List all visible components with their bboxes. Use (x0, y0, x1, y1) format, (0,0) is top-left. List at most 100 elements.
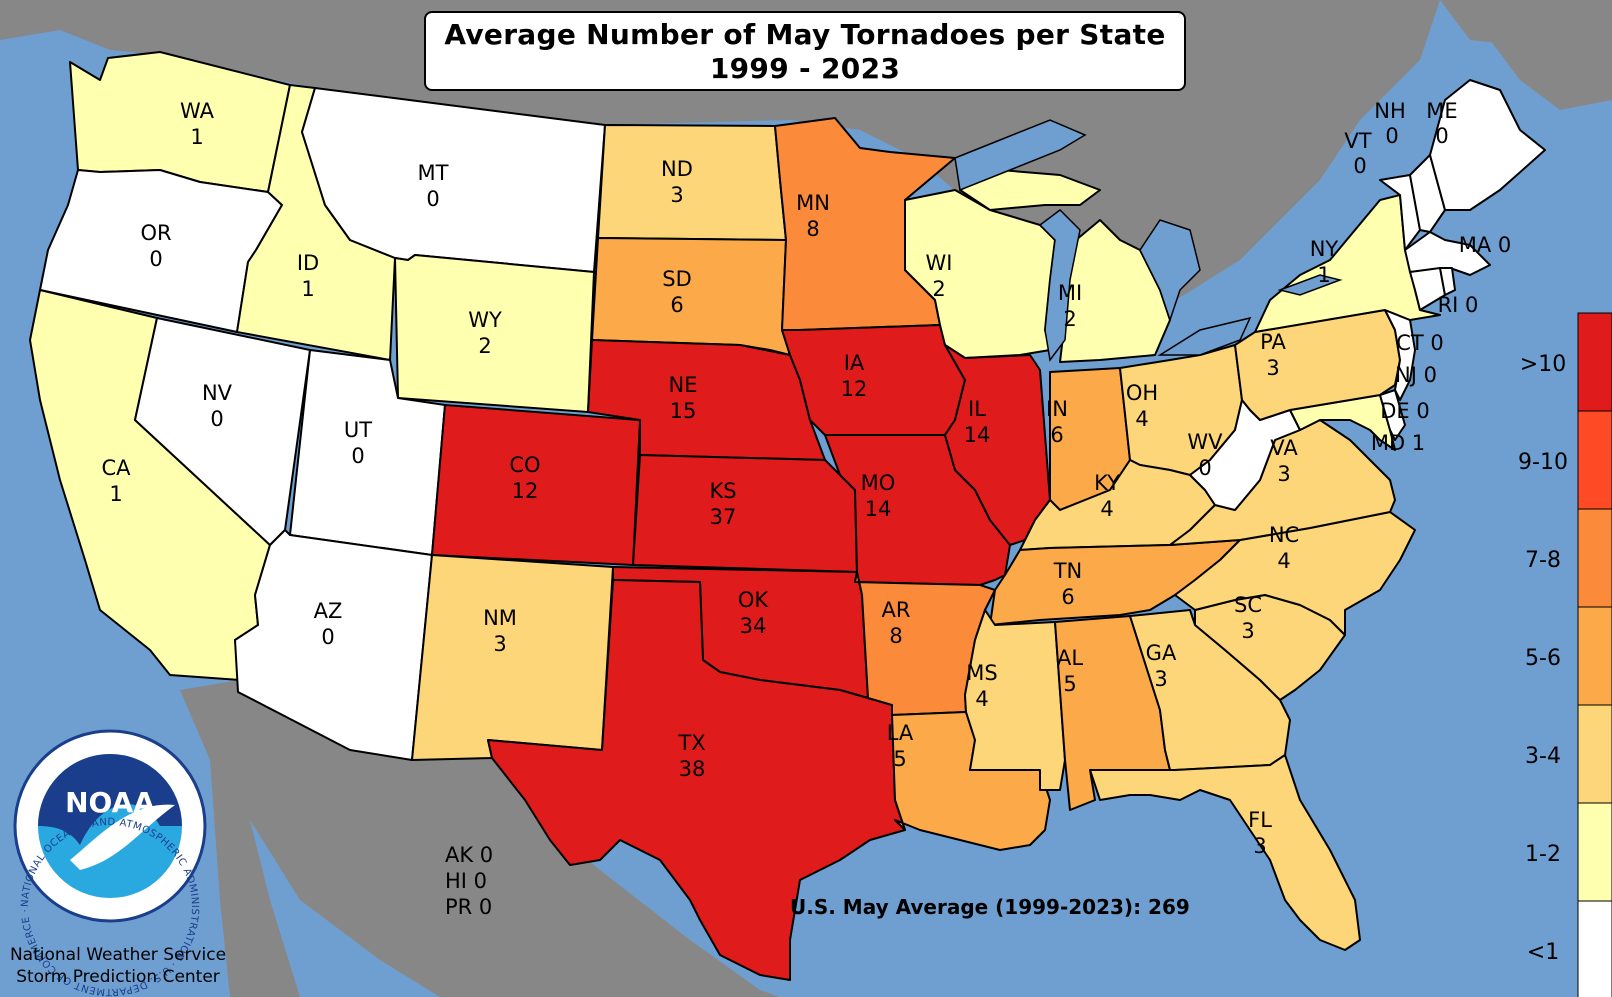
label-sd: SD (662, 267, 692, 291)
label-ma: MA 0 (1459, 233, 1512, 257)
value-mt: 0 (426, 187, 439, 211)
value-ks: 37 (710, 505, 737, 529)
state-il (944, 344, 1051, 546)
label-ak: AK 0 (445, 843, 493, 867)
state-me (1429, 79, 1546, 211)
state-sd (591, 237, 791, 356)
legend-label: >10 (1520, 352, 1566, 377)
value-wi: 2 (932, 277, 945, 301)
legend-label: 7-8 (1525, 548, 1561, 573)
label-oh: OH (1126, 381, 1158, 405)
value-mi: 2 (1063, 307, 1076, 331)
legend-swatch (1577, 704, 1612, 804)
value-nd: 3 (670, 183, 683, 207)
label-mt: MT (418, 161, 449, 185)
label-il: IL (968, 397, 986, 421)
label-in: IN (1046, 397, 1068, 421)
label-mo: MO (861, 471, 896, 495)
state-de (1379, 389, 1406, 441)
noaa-logo-text: NOAA (65, 786, 155, 819)
state-vt (1379, 174, 1421, 251)
state-ks (632, 454, 858, 573)
label-mn: MN (796, 191, 830, 215)
label-wy: WY (468, 308, 502, 332)
label-ct: CT 0 (1396, 331, 1444, 355)
value-wv: 0 (1198, 456, 1211, 480)
value-co: 12 (512, 479, 539, 503)
label-pa: PA (1260, 330, 1286, 354)
label-al: AL (1057, 646, 1083, 670)
label-mi: MI (1058, 281, 1082, 305)
value-la: 5 (893, 747, 906, 771)
label-tn: TN (1053, 559, 1083, 583)
value-al: 5 (1063, 672, 1076, 696)
label-wv: WV (1187, 430, 1223, 454)
label-la: LA (887, 721, 914, 745)
label-nm: NM (483, 606, 517, 630)
label-va: VA (1270, 436, 1298, 460)
legend-swatch (1577, 410, 1612, 510)
value-ut: 0 (351, 444, 364, 468)
label-sc: SC (1234, 593, 1262, 617)
value-ny: 1 (1317, 263, 1330, 287)
label-fl: FL (1248, 808, 1272, 832)
value-ms: 4 (975, 687, 988, 711)
value-az: 0 (321, 625, 334, 649)
states (29, 51, 1546, 981)
state-fl (1089, 754, 1361, 951)
value-nv: 0 (210, 407, 223, 431)
label-tx: TX (677, 731, 705, 755)
credit-line-1: National Weather Service (10, 945, 226, 965)
label-nd: ND (661, 157, 693, 181)
label-az: AZ (314, 599, 343, 623)
value-sd: 6 (670, 293, 683, 317)
value-sc: 3 (1241, 619, 1254, 643)
state-nd (597, 124, 787, 241)
label-ut: UT (344, 418, 372, 442)
state-ct (1409, 267, 1446, 311)
legend-swatch (1577, 606, 1612, 706)
label-nj: NJ 0 (1395, 363, 1437, 387)
label-ne: NE (669, 373, 698, 397)
label-ca: CA (101, 456, 131, 480)
label-vt: VT (1344, 129, 1371, 153)
state-tx (487, 579, 906, 981)
value-il: 14 (964, 423, 991, 447)
label-md: MD 1 (1371, 431, 1425, 455)
label-ks: KS (709, 479, 736, 503)
legend-label: 5-6 (1525, 646, 1561, 671)
value-me: 0 (1435, 124, 1448, 148)
value-ok: 34 (740, 614, 767, 638)
state-ia (781, 324, 966, 436)
label-ok: OK (738, 588, 770, 612)
value-id: 1 (301, 277, 314, 301)
legend: >10 9-10 7-8 5-6 3-4 1-2 <1 (1518, 312, 1612, 997)
label-ri: RI 0 (1438, 293, 1479, 317)
label-ny: NY (1310, 237, 1339, 261)
label-nh: NH (1374, 99, 1406, 123)
state-nm (411, 554, 614, 761)
value-wa: 1 (190, 125, 203, 149)
value-oh: 4 (1135, 407, 1148, 431)
value-ia: 12 (841, 377, 868, 401)
value-in: 6 (1050, 423, 1063, 447)
legend-swatch (1577, 802, 1612, 902)
label-co: CO (509, 453, 540, 477)
us-total-text: U.S. May Average (1999-2023): 269 (790, 895, 1190, 919)
value-ne: 15 (670, 399, 697, 423)
label-de: DE 0 (1380, 399, 1429, 423)
label-hi: HI 0 (445, 869, 487, 893)
label-ga: GA (1146, 641, 1177, 665)
value-ga: 3 (1154, 667, 1167, 691)
title-box: Average Number of May Tornadoes per Stat… (424, 11, 1186, 91)
offmap-labels: AK 0 HI 0 PR 0 (445, 843, 493, 919)
label-pr: PR 0 (445, 895, 492, 919)
value-pa: 3 (1266, 356, 1279, 380)
label-nc: NC (1269, 523, 1299, 547)
legend-label: 9-10 (1518, 450, 1568, 475)
value-tx: 38 (679, 757, 706, 781)
label-ia: IA (844, 351, 865, 375)
label-ar: AR (882, 598, 911, 622)
value-va: 3 (1277, 462, 1290, 486)
